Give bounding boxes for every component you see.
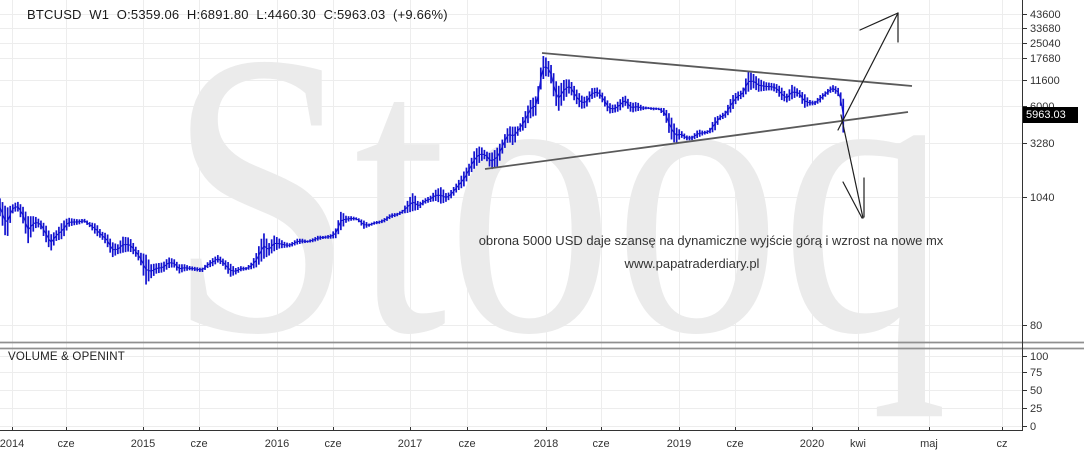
trendline [541, 52, 913, 87]
date-tick-label: kwi [850, 438, 866, 450]
axis-labels: 4360033680250401768011600600032801040801… [0, 9, 1061, 450]
price-tick-label: 1040 [1030, 192, 1054, 204]
grid [0, 0, 1022, 430]
price-tick-label: 33680 [1030, 23, 1061, 35]
stooq-watermark: Stooq [168, 0, 948, 419]
price-tick-label: 17680 [1030, 53, 1061, 65]
last-price-badge: 5963.03 [1023, 107, 1078, 123]
date-tick-label: 2018 [534, 438, 558, 450]
date-tick-label: 2015 [131, 438, 155, 450]
date-tick-label: cze [726, 438, 743, 450]
annotation-arrows [837, 12, 899, 219]
price-tick-label: 25040 [1030, 38, 1061, 50]
axes [0, 0, 1027, 431]
price-tick-label: 75 [1030, 367, 1042, 379]
price-tick-label: 100 [1030, 351, 1048, 363]
arrow-line [840, 114, 864, 219]
trendlines [484, 52, 913, 170]
date-tick-label: cz [997, 438, 1008, 450]
trendline [484, 111, 909, 170]
annotation-text: obrona 5000 USD daje szansę na dynamiczn… [478, 233, 944, 248]
price-tick-label: 50 [1030, 385, 1042, 397]
date-tick-label: maj [920, 438, 938, 450]
date-tick-label: 2016 [265, 438, 289, 450]
price-tick-label: 43600 [1030, 9, 1061, 21]
date-tick-label: cze [57, 438, 74, 450]
date-tick-label: cze [592, 438, 609, 450]
price-midline [0, 66, 844, 272]
price-tick-label: 80 [1030, 320, 1042, 332]
date-tick-label: cze [324, 438, 341, 450]
date-tick-label: 2019 [667, 438, 691, 450]
pane-separator [0, 341, 1084, 350]
date-tick-label: cze [458, 438, 475, 450]
symbol-ohlc-header: BTCUSD W1 O:5359.06 H:6891.80 L:4460.30 … [27, 7, 448, 22]
arrow-line [837, 12, 899, 131]
price-tick-label: 25 [1030, 403, 1042, 415]
arrow-line [859, 12, 899, 31]
date-tick-label: 2017 [398, 438, 422, 450]
volume-pane-label: VOLUME & OPENINT [8, 351, 125, 363]
arrow-line [842, 181, 863, 219]
price-tick-label: 0 [1030, 421, 1036, 433]
date-tick-label: 2014 [0, 438, 24, 450]
price-tick-label: 11600 [1030, 75, 1060, 87]
price-bars [0, 56, 845, 285]
price-tick-label: 3280 [1030, 138, 1054, 150]
date-tick-label: cze [190, 438, 207, 450]
date-tick-label: 2020 [800, 438, 824, 450]
annotation-url: www.papatraderdiary.pl [624, 256, 760, 271]
